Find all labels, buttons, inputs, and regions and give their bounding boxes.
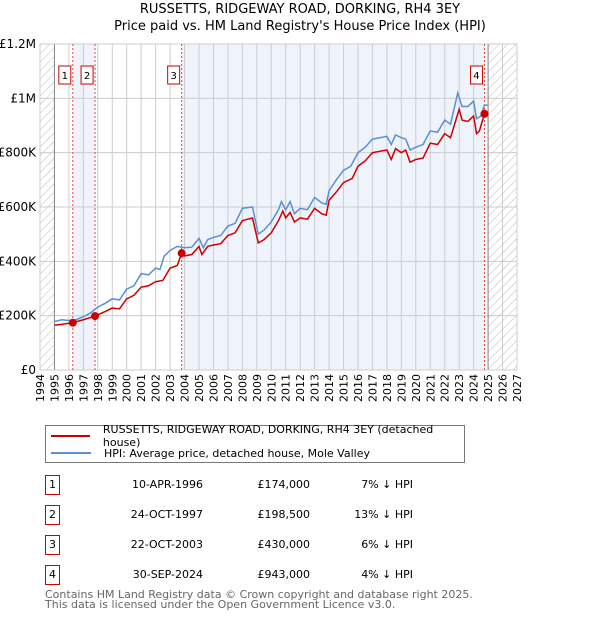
sale-hpi-diff: 7% ↓ HPI <box>361 478 413 491</box>
x-tick-label: 1997 <box>77 374 90 402</box>
x-tick-label: 2010 <box>265 374 278 402</box>
x-tick-label: 2020 <box>410 374 423 402</box>
sale-hpi-diff: 13% ↓ HPI <box>354 508 413 521</box>
x-tick-label: 2007 <box>222 374 235 402</box>
x-tick-label: 2025 <box>482 374 495 402</box>
hpi-line <box>54 90 489 323</box>
x-tick-label: 2014 <box>323 374 336 402</box>
x-tick-label: 2009 <box>251 374 264 402</box>
sale-marker-number: 2 <box>45 505 60 525</box>
x-tick-label: 1999 <box>106 374 119 402</box>
property-price-line <box>54 106 489 326</box>
sale-row: 3 22-OCT-2003 £430,000 6% ↓ HPI <box>45 535 465 555</box>
x-tick-label: 2023 <box>453 374 466 402</box>
x-tick-label: 2018 <box>381 374 394 402</box>
sale-date: 22-OCT-2003 <box>130 538 203 551</box>
x-tick-label: 1994 <box>34 374 47 402</box>
legend-label: HPI: Average price, detached house, Mole… <box>104 446 370 460</box>
chart-subtitle: Price paid vs. HM Land Registry's House … <box>114 19 486 34</box>
y-tick-label: £800K <box>0 146 37 160</box>
x-tick-label: 2024 <box>468 374 481 402</box>
legend-label: RUSSETTS, RIDGEWAY ROAD, DORKING, RH4 3E… <box>102 423 434 449</box>
sale-price: £943,000 <box>257 568 311 581</box>
x-tick-label: 2002 <box>150 374 163 402</box>
x-tick-label: 2017 <box>366 374 379 402</box>
x-tick-label: 2027 <box>511 374 524 402</box>
x-tick-label: 2026 <box>497 374 510 402</box>
x-tick-label: 2008 <box>236 374 249 402</box>
y-tick-label: £1.2M <box>0 37 36 51</box>
sale-label-box <box>167 65 181 85</box>
sale-row: 4 30-SEP-2024 £943,000 4% ↓ HPI <box>45 565 465 585</box>
sale-marker-number: 3 <box>45 535 60 555</box>
sale-label: 4 <box>473 71 479 82</box>
sale-date: 10-APR-1996 <box>131 478 203 491</box>
y-tick-label: £200K <box>0 309 37 323</box>
sale-price: £198,500 <box>257 508 311 521</box>
x-tick-label: 2019 <box>395 374 408 402</box>
footer: Contains HM Land Registry data © Crown c… <box>45 588 473 611</box>
sale-point <box>68 318 77 327</box>
sale-hpi-diff: 4% ↓ HPI <box>361 568 413 581</box>
x-tick-label: 2000 <box>121 374 134 402</box>
sale-label: 3 <box>170 71 176 82</box>
sale-hpi-diff: 6% ↓ HPI <box>361 538 413 551</box>
sale-point <box>91 312 100 321</box>
x-tick-label: 2006 <box>207 374 220 402</box>
x-tick-label: 1998 <box>92 374 105 402</box>
y-tick-label: £600K <box>0 200 37 214</box>
y-tick-label: £400K <box>0 254 37 268</box>
x-tick-label: 2001 <box>135 374 148 402</box>
x-tick-label: 2022 <box>439 374 452 402</box>
x-tick-label: 2021 <box>424 374 437 402</box>
plot-frame <box>39 43 518 371</box>
sale-date: 30-SEP-2024 <box>132 568 203 581</box>
x-tick-label: 1995 <box>48 374 61 402</box>
footer-line: Contains HM Land Registry data © Crown c… <box>45 588 473 601</box>
sale-point <box>177 249 186 258</box>
legend: RUSSETTS, RIDGEWAY ROAD, DORKING, RH4 3E… <box>45 423 465 463</box>
sale-label-box <box>80 65 94 85</box>
sale-label-box <box>469 65 483 85</box>
x-tick-label: 2012 <box>294 374 307 402</box>
legend-item-hpi: HPI: Average price, detached house, Mole… <box>46 445 370 461</box>
sale-date: 24-OCT-1997 <box>130 508 203 521</box>
x-tick-label: 2003 <box>164 374 177 402</box>
price-chart: 1994 1995 1996 1997 1998 1999 2000 2001 2002 2003… <box>0 37 524 402</box>
chart-title: RUSSETTS, RIDGEWAY ROAD, DORKING, RH4 3E… <box>139 2 461 17</box>
x-tick-label: 2011 <box>280 374 293 402</box>
sale-label-box <box>58 65 72 85</box>
sale-row: 1 10-APR-1996 £174,000 7% ↓ HPI <box>45 475 465 495</box>
sale-marker-number: 4 <box>45 565 60 585</box>
sale-price: £174,000 <box>257 478 311 491</box>
legend-swatch <box>51 435 90 437</box>
sale-marker-number: 1 <box>45 475 60 495</box>
x-tick-label: 2015 <box>338 374 351 402</box>
x-tick-label: 2005 <box>193 374 206 402</box>
sale-row: 2 24-OCT-1997 £198,500 13% ↓ HPI <box>45 505 465 525</box>
sale-point <box>480 109 489 118</box>
x-tick-label: 2016 <box>352 374 365 402</box>
y-tick-label: £1M <box>10 91 36 105</box>
legend-swatch <box>51 452 91 454</box>
sale-label: 2 <box>84 71 90 82</box>
footer-line: This data is licensed under the Open Gov… <box>45 598 396 611</box>
x-tick-label: 1996 <box>63 374 76 402</box>
x-tick-label: 2004 <box>179 374 192 402</box>
legend-item-property: RUSSETTS, RIDGEWAY ROAD, DORKING, RH4 3E… <box>46 423 464 449</box>
x-tick-label: 2013 <box>309 374 322 402</box>
sale-label: 1 <box>62 71 68 82</box>
sale-price: £430,000 <box>257 538 311 551</box>
y-tick-label: £0 <box>21 363 36 377</box>
